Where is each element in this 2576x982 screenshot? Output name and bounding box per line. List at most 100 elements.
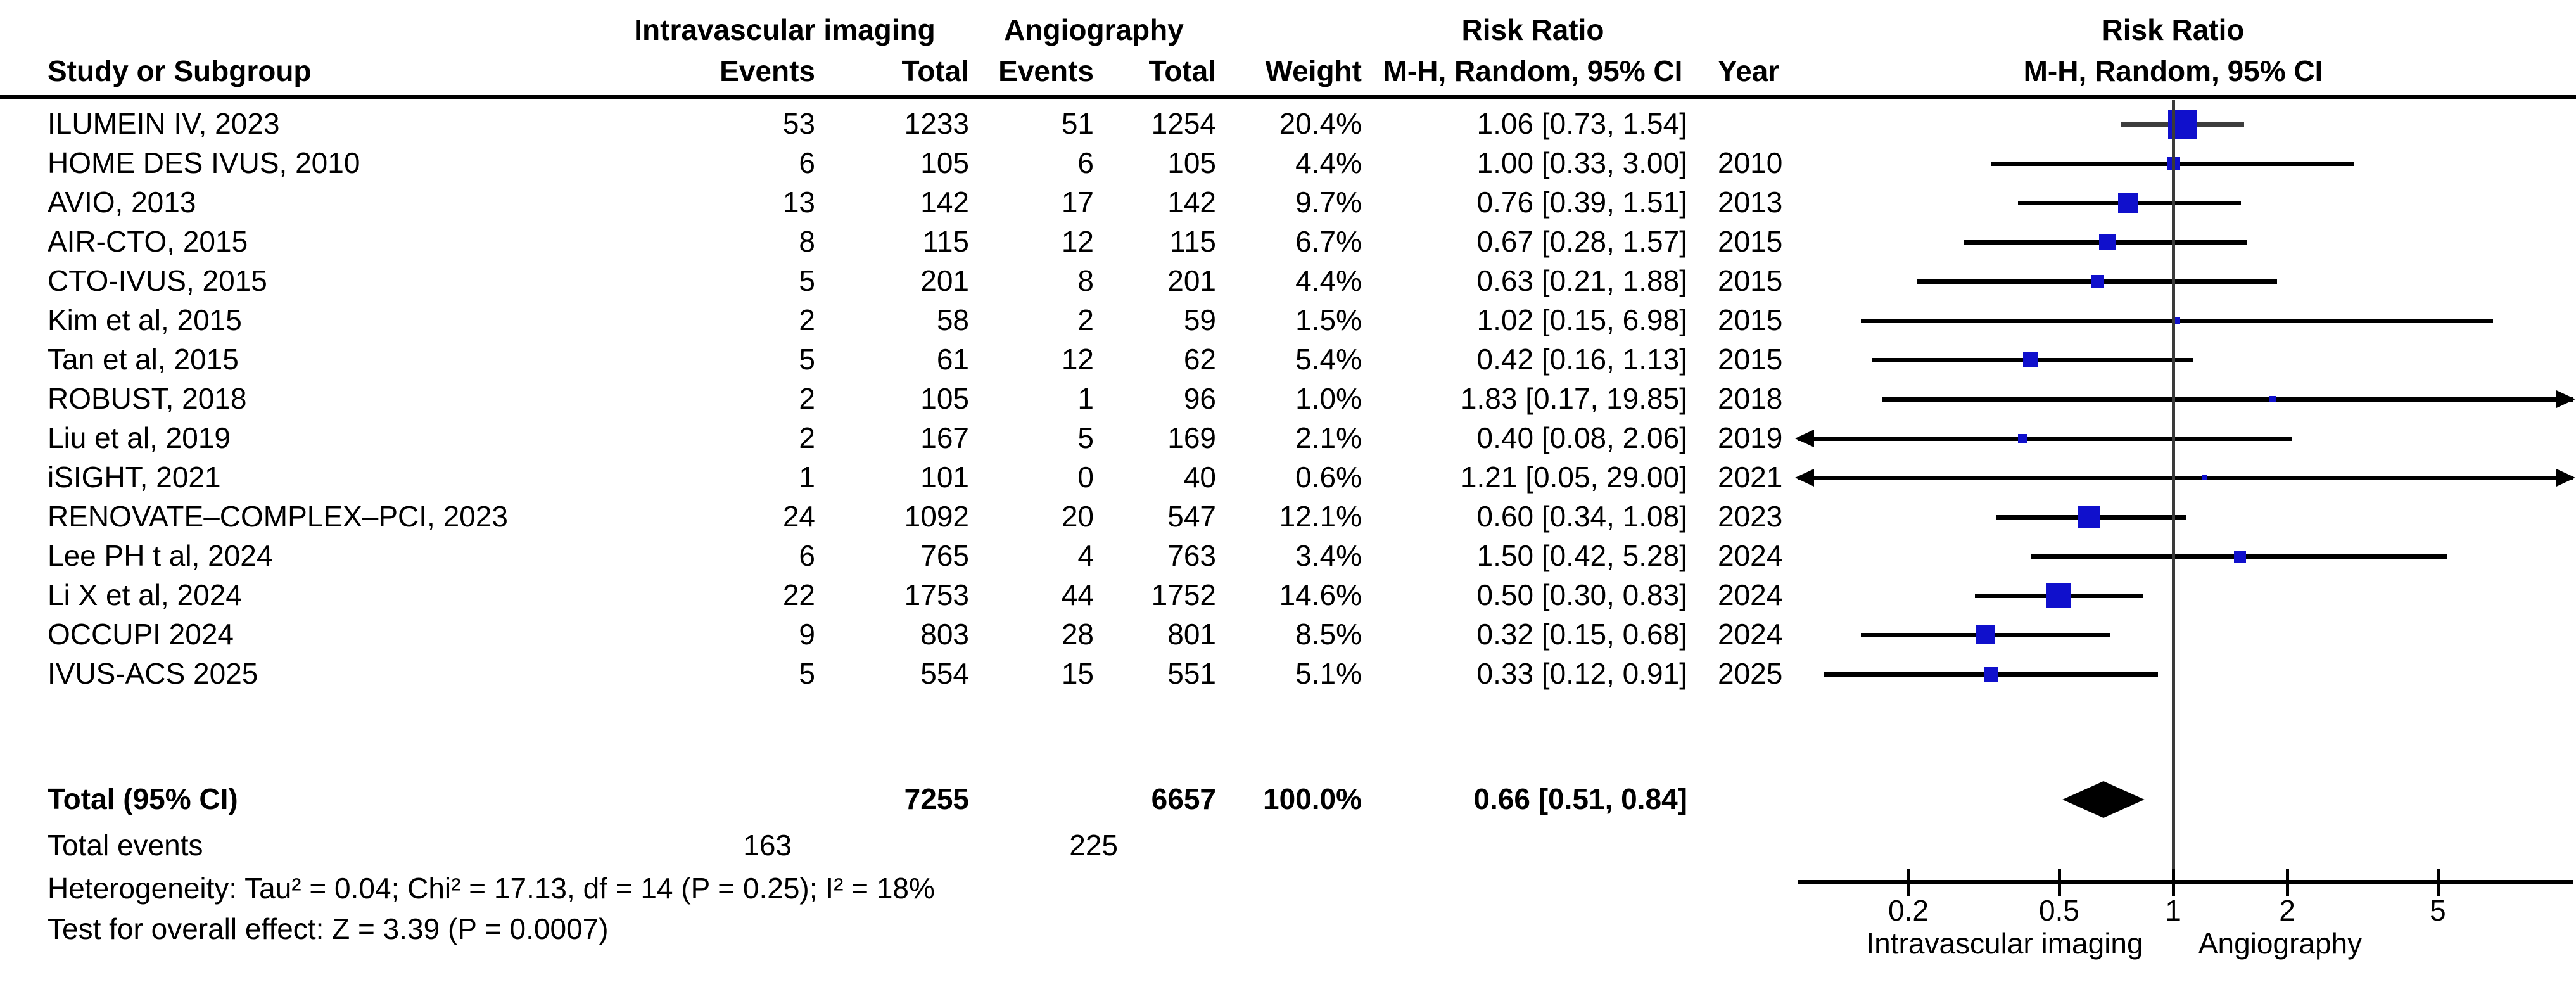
angio-total-cell: 62 bbox=[1183, 342, 1216, 376]
angio-events-cell: 1 bbox=[1077, 381, 1094, 415]
risk-ratio-ci-cell: 0.40 [0.08, 2.06] bbox=[1476, 421, 1688, 454]
col-header-weight: Weight bbox=[1265, 54, 1362, 87]
ii-events-cell: 6 bbox=[799, 146, 815, 179]
study-name: Liu et al, 2019 bbox=[48, 421, 231, 454]
overall-effect-text: Test for overall effect: Z = 3.39 (P = 0… bbox=[48, 912, 609, 945]
year-cell: 2024 bbox=[1718, 539, 1783, 572]
effect-size-square bbox=[2090, 274, 2104, 288]
angio-events-cell: 12 bbox=[1061, 224, 1094, 258]
effect-size-square bbox=[2098, 234, 2116, 250]
angio-total-cell: 105 bbox=[1167, 146, 1216, 179]
ii-total-cell: 58 bbox=[936, 303, 969, 336]
year-cell: 2010 bbox=[1718, 146, 1783, 179]
angio-total-cell: 801 bbox=[1167, 617, 1216, 651]
angio-total-cell: 40 bbox=[1183, 460, 1216, 494]
angio-events-cell: 17 bbox=[1061, 185, 1094, 219]
weight-cell: 9.7% bbox=[1295, 185, 1362, 219]
risk-ratio-ci-cell: 1.50 [0.42, 5.28] bbox=[1476, 539, 1688, 572]
study-name: OCCUPI 2024 bbox=[48, 617, 234, 651]
ii-total-cell: 765 bbox=[920, 539, 969, 572]
year-cell: 2018 bbox=[1718, 381, 1783, 415]
angio-events-cell: 51 bbox=[1061, 106, 1094, 140]
effect-size-square bbox=[2022, 352, 2038, 367]
x-axis-line bbox=[1798, 880, 2573, 884]
ii-total-cell: 115 bbox=[922, 224, 969, 258]
total-events-a: 225 bbox=[1069, 828, 1118, 862]
ii-total-cell: 142 bbox=[920, 185, 969, 219]
angio-events-cell: 0 bbox=[1077, 460, 1094, 494]
study-name: CTO-IVUS, 2015 bbox=[48, 264, 267, 297]
study-name: HOME DES IVUS, 2010 bbox=[48, 146, 360, 179]
study-name: ROBUST, 2018 bbox=[48, 381, 247, 415]
group-header-risk-ratio-left: Risk Ratio bbox=[1461, 13, 1604, 46]
risk-ratio-ci-cell: 0.60 [0.34, 1.08] bbox=[1476, 499, 1688, 533]
ii-events-cell: 5 bbox=[799, 342, 815, 376]
x-axis-tick bbox=[2286, 869, 2290, 896]
angio-total-cell: 551 bbox=[1167, 656, 1216, 690]
angio-total-cell: 1752 bbox=[1151, 578, 1216, 611]
angio-events-cell: 15 bbox=[1061, 656, 1094, 690]
weight-cell: 8.5% bbox=[1295, 617, 1362, 651]
ii-total-cell: 105 bbox=[920, 381, 969, 415]
angio-events-cell: 5 bbox=[1077, 421, 1094, 454]
risk-ratio-ci-cell: 0.50 [0.30, 0.83] bbox=[1476, 578, 1688, 611]
effect-size-square bbox=[2202, 475, 2207, 480]
group-header-intravascular: Intravascular imaging bbox=[634, 13, 936, 46]
year-cell: 2023 bbox=[1718, 499, 1783, 533]
ci-arrow-left bbox=[1795, 469, 1814, 487]
ii-total-cell: 803 bbox=[920, 617, 969, 651]
study-name: Kim et al, 2015 bbox=[48, 303, 242, 336]
study-name: Li X et al, 2024 bbox=[48, 578, 242, 611]
ii-total-cell: 1092 bbox=[904, 499, 969, 533]
x-axis-tick bbox=[2057, 869, 2061, 896]
study-name: IVUS-ACS 2025 bbox=[48, 656, 258, 690]
weight-cell: 20.4% bbox=[1279, 106, 1362, 140]
favors-left-label: Intravascular imaging bbox=[1866, 926, 2143, 960]
angio-total-cell: 763 bbox=[1167, 539, 1216, 572]
study-name: Lee PH t al, 2024 bbox=[48, 539, 273, 572]
year-cell: 2015 bbox=[1718, 342, 1783, 376]
study-name: AVIO, 2013 bbox=[48, 185, 196, 219]
ii-events-cell: 2 bbox=[799, 303, 815, 336]
risk-ratio-ci-cell: 1.21 [0.05, 29.00] bbox=[1460, 460, 1687, 494]
ii-events-cell: 24 bbox=[782, 499, 815, 533]
col-header-study: Study or Subgroup bbox=[48, 54, 312, 87]
ii-events-cell: 5 bbox=[799, 264, 815, 297]
angio-total-cell: 59 bbox=[1183, 303, 1216, 336]
total-weight: 100.0% bbox=[1262, 782, 1362, 815]
angio-events-cell: 44 bbox=[1061, 578, 1094, 611]
total-events-label: Total events bbox=[48, 828, 203, 862]
col-header-year: Year bbox=[1718, 54, 1780, 87]
ii-events-cell: 9 bbox=[799, 617, 815, 651]
weight-cell: 3.4% bbox=[1295, 539, 1362, 572]
x-axis-tick-label: 1 bbox=[2165, 893, 2181, 927]
header-divider bbox=[0, 95, 2576, 99]
weight-cell: 5.1% bbox=[1295, 656, 1362, 690]
study-name: Tan et al, 2015 bbox=[48, 342, 239, 376]
ii-total-cell: 101 bbox=[920, 460, 969, 494]
effect-size-square bbox=[1976, 625, 1996, 644]
risk-ratio-ci-cell: 1.02 [0.15, 6.98] bbox=[1476, 303, 1688, 336]
angio-total-cell: 142 bbox=[1167, 185, 1216, 219]
risk-ratio-ci-cell: 0.67 [0.28, 1.57] bbox=[1476, 224, 1688, 258]
effect-size-square bbox=[2046, 583, 2072, 608]
favors-right-label: Angiography bbox=[2198, 926, 2363, 960]
weight-cell: 4.4% bbox=[1295, 264, 1362, 297]
year-cell: 2024 bbox=[1718, 617, 1783, 651]
year-cell: 2015 bbox=[1718, 264, 1783, 297]
x-axis-tick-label: 2 bbox=[2279, 893, 2295, 927]
group-header-angiography: Angiography bbox=[1004, 13, 1184, 46]
ii-total-cell: 201 bbox=[920, 264, 969, 297]
total-events-ii: 163 bbox=[743, 828, 792, 862]
x-axis-tick-label: 0.5 bbox=[2038, 893, 2079, 927]
ii-events-cell: 2 bbox=[799, 381, 815, 415]
risk-ratio-ci-cell: 1.83 [0.17, 19.85] bbox=[1460, 381, 1687, 415]
year-cell: 2025 bbox=[1718, 656, 1783, 690]
total-ii-total: 7255 bbox=[904, 782, 969, 815]
weight-cell: 1.5% bbox=[1295, 303, 1362, 336]
effect-size-square bbox=[2233, 550, 2246, 563]
ii-events-cell: 22 bbox=[782, 578, 815, 611]
ci-line bbox=[1798, 437, 2292, 441]
ii-events-cell: 53 bbox=[782, 106, 815, 140]
